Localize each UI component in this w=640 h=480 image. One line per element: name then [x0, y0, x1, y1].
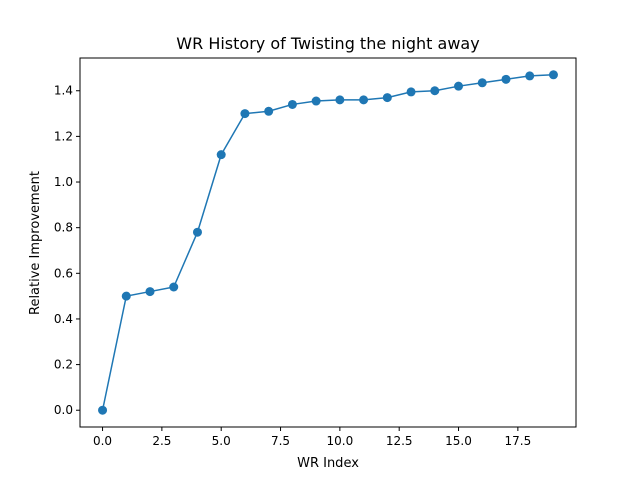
- data-point: [287, 99, 297, 109]
- series-layer: [98, 70, 558, 415]
- x-axis-ticks: 0.0 2.5 5.0 7.5 10.0 12.5 15.0 17.5: [93, 427, 531, 448]
- data-point: [98, 405, 108, 415]
- data-point: [382, 93, 392, 103]
- x-tick-label: 5.0: [212, 434, 231, 448]
- x-tick-label: 10.0: [327, 434, 354, 448]
- y-tick-label: 0.0: [54, 403, 73, 417]
- y-tick-label: 1.2: [54, 129, 73, 143]
- data-point: [264, 106, 274, 116]
- data-point: [240, 109, 250, 119]
- data-point: [525, 71, 535, 81]
- x-tick-label: 15.0: [445, 434, 472, 448]
- data-point: [359, 95, 369, 105]
- y-tick-label: 1.4: [54, 84, 73, 98]
- plot-area: [79, 57, 577, 428]
- chart-title: WR History of Twisting the night away: [176, 34, 479, 53]
- data-point: [121, 291, 131, 301]
- x-tick-label: 0.0: [93, 434, 112, 448]
- y-tick-label: 1.0: [54, 175, 73, 189]
- x-tick-label: 2.5: [152, 434, 171, 448]
- data-point: [477, 78, 487, 88]
- data-point: [406, 87, 416, 97]
- data-point: [192, 227, 202, 237]
- x-tick-label: 7.5: [271, 434, 290, 448]
- y-tick-label: 0.6: [54, 266, 73, 280]
- data-point: [454, 81, 464, 91]
- y-tick-label: 0.4: [54, 312, 73, 326]
- data-point: [335, 95, 345, 105]
- x-axis-label: WR Index: [297, 456, 359, 471]
- y-tick-label: 0.8: [54, 221, 73, 235]
- y-tick-label: 0.2: [54, 358, 73, 372]
- data-point: [169, 282, 179, 292]
- data-point: [501, 74, 511, 84]
- data-point: [430, 86, 440, 96]
- data-point: [145, 287, 155, 297]
- axes-border: [79, 57, 577, 428]
- data-point: [216, 150, 226, 160]
- x-tick-label: 12.5: [386, 434, 413, 448]
- x-tick-label: 17.5: [504, 434, 531, 448]
- data-point: [548, 70, 558, 80]
- y-axis-ticks: 0.0 0.2 0.4 0.6 0.8 1.0 1.2 1.4: [54, 84, 80, 417]
- data-point: [311, 96, 321, 106]
- y-axis-label: Relative Improvement: [28, 171, 43, 315]
